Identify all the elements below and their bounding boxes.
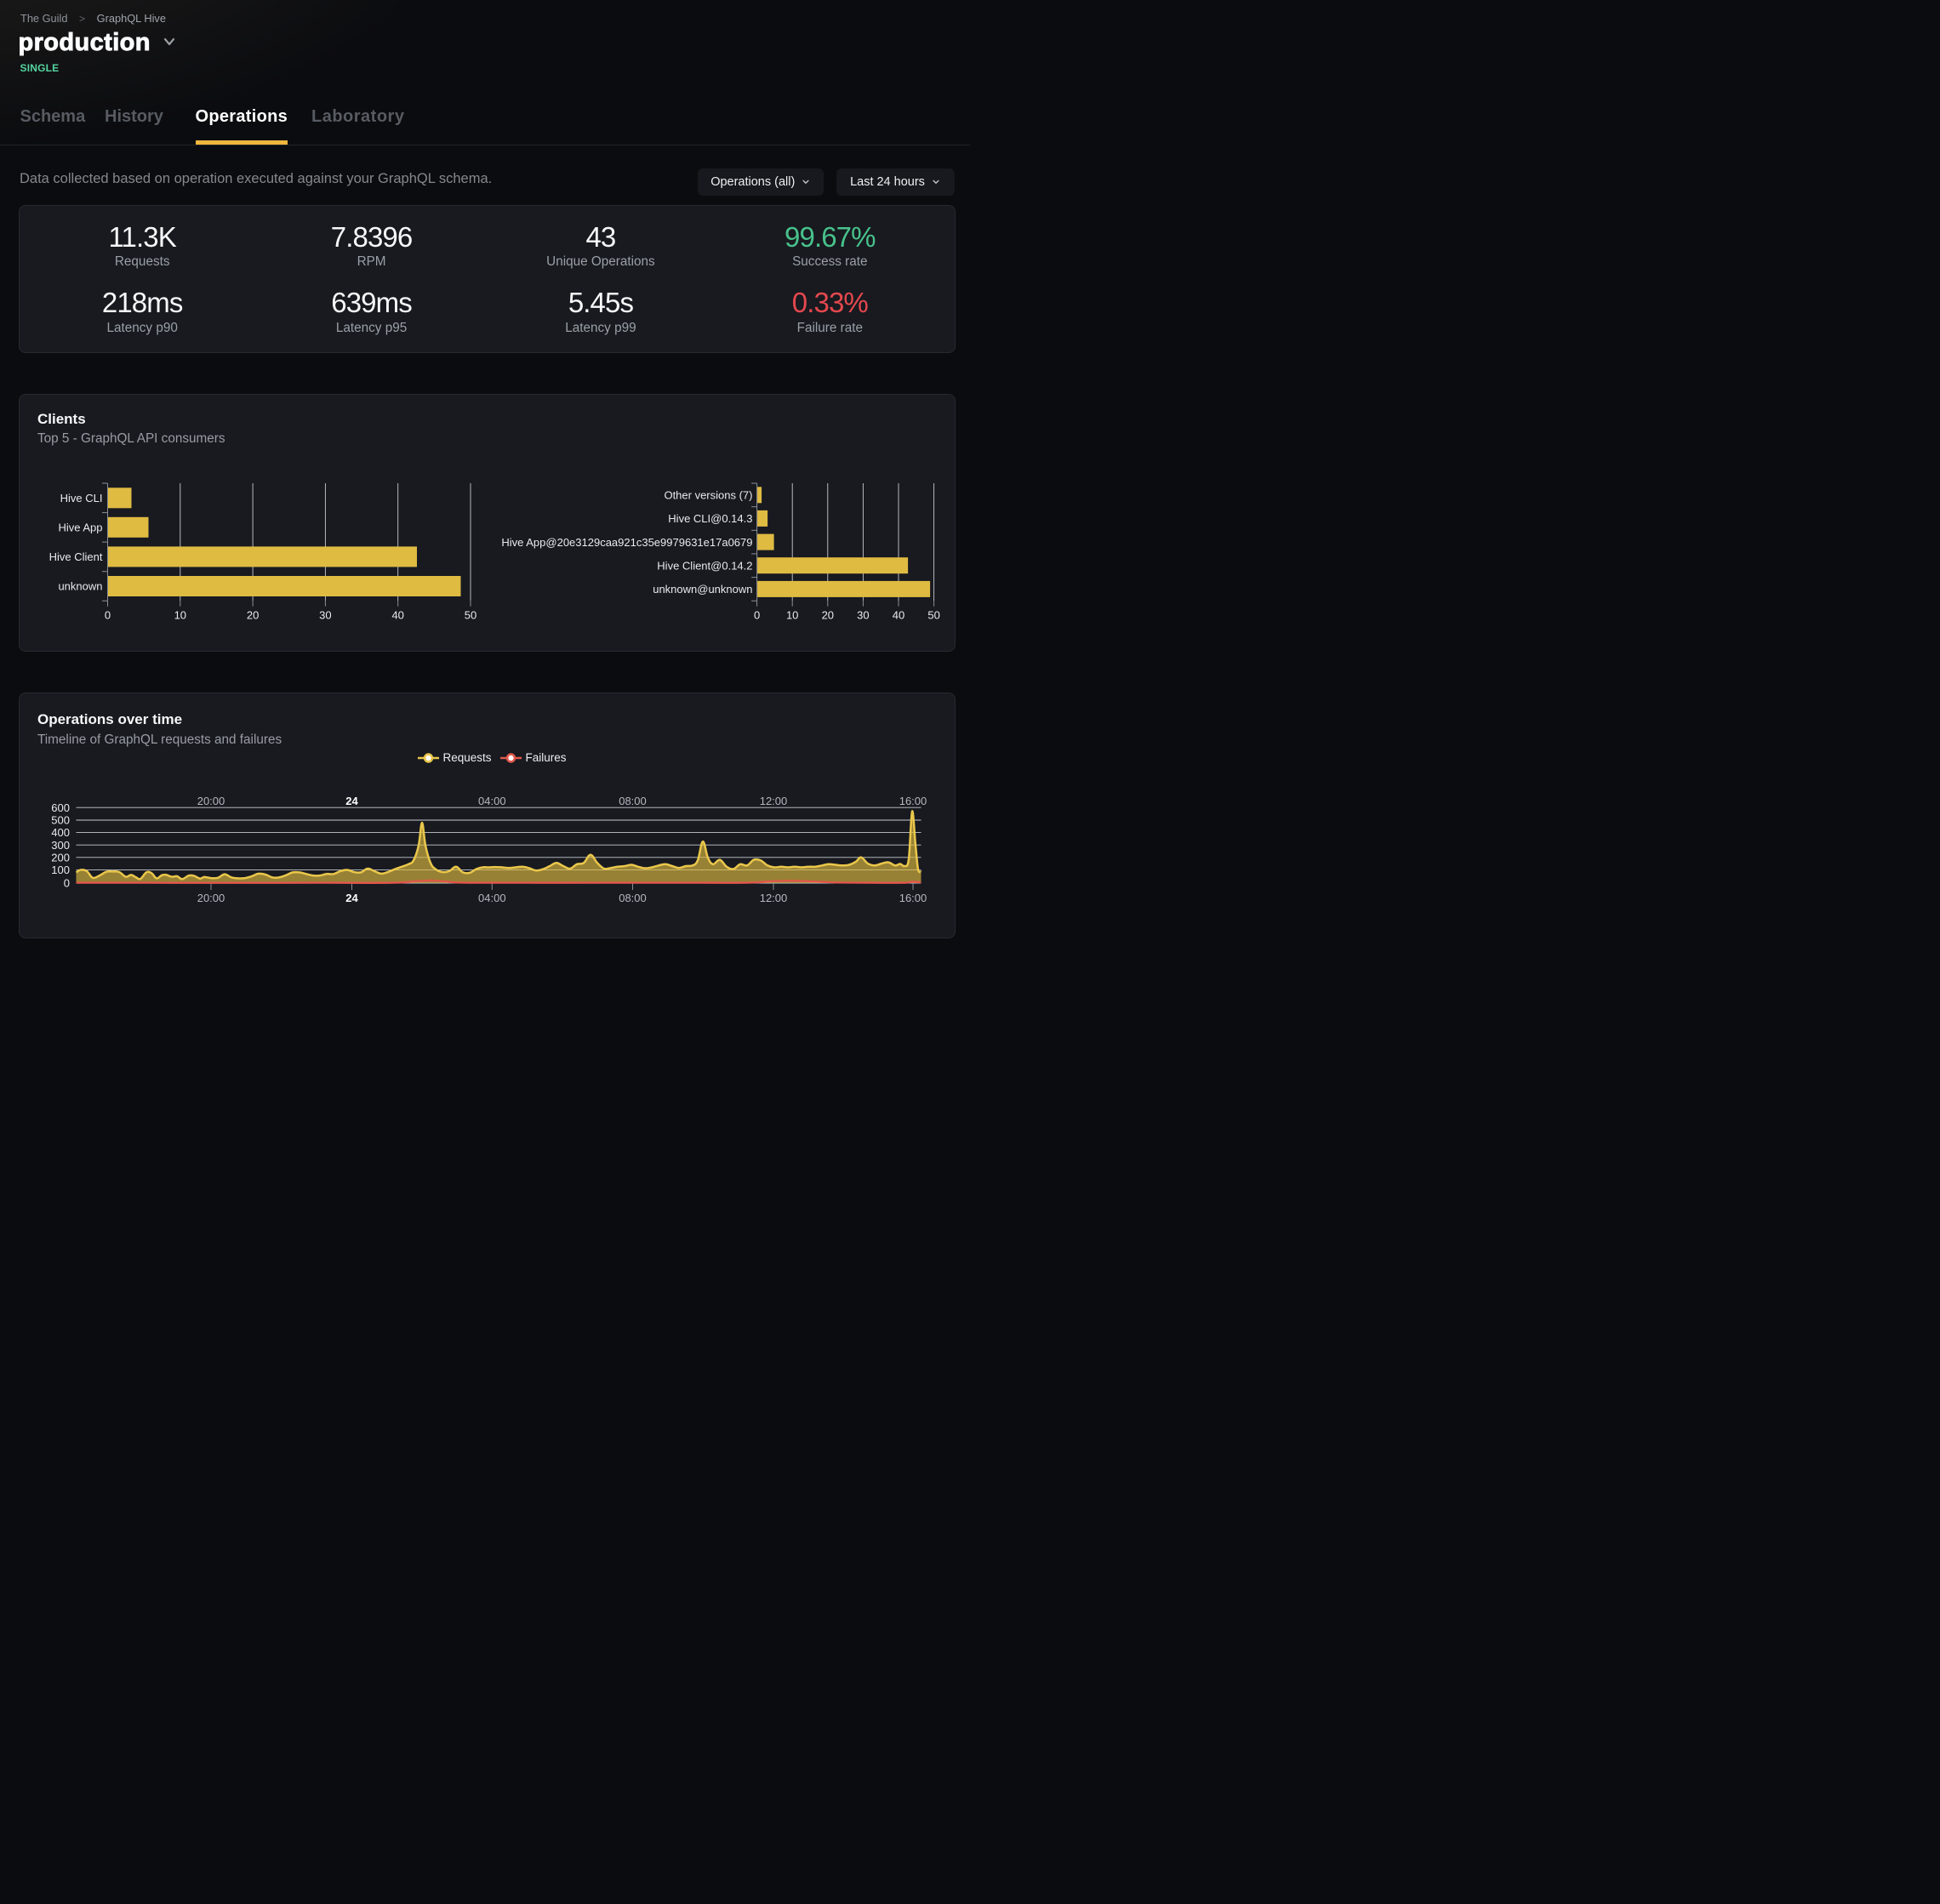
svg-text:200: 200 [51,851,70,864]
svg-text:500: 500 [51,814,70,827]
svg-text:04:00: 04:00 [478,795,506,807]
svg-text:20: 20 [247,608,259,621]
svg-text:16:00: 16:00 [899,795,927,807]
svg-text:Hive Client: Hive Client [49,550,103,563]
svg-text:50: 50 [927,608,939,621]
svg-text:300: 300 [51,839,70,852]
svg-text:Hive App@20e3129caa921c35e9979: Hive App@20e3129caa921c35e9979631e17a067… [501,535,752,548]
svg-text:Hive CLI: Hive CLI [60,492,103,505]
svg-text:Hive Client@0.14.2: Hive Client@0.14.2 [657,559,752,572]
svg-text:30: 30 [319,608,331,621]
svg-text:Other versions (7): Other versions (7) [664,488,752,501]
svg-text:24: 24 [345,892,358,904]
svg-text:16:00: 16:00 [899,892,927,904]
svg-text:08:00: 08:00 [619,892,647,904]
svg-text:0: 0 [64,877,70,890]
svg-text:400: 400 [51,826,70,839]
svg-text:20: 20 [822,608,834,621]
svg-text:Hive CLI@0.14.3: Hive CLI@0.14.3 [668,512,752,525]
svg-text:12:00: 12:00 [760,892,788,904]
svg-text:12:00: 12:00 [760,795,788,807]
svg-text:24: 24 [345,795,358,807]
svg-text:unknown: unknown [58,579,102,592]
svg-text:50: 50 [465,608,476,621]
svg-text:0: 0 [754,608,760,621]
svg-text:600: 600 [51,801,70,814]
svg-text:40: 40 [893,608,904,621]
svg-text:unknown@unknown: unknown@unknown [653,583,752,596]
svg-text:04:00: 04:00 [478,892,506,904]
svg-text:08:00: 08:00 [619,795,647,807]
svg-text:Hive App: Hive App [58,521,102,533]
svg-text:40: 40 [391,608,403,621]
svg-text:10: 10 [174,608,186,621]
svg-text:20:00: 20:00 [197,795,225,807]
svg-text:10: 10 [786,608,798,621]
svg-text:100: 100 [51,864,70,876]
svg-text:0: 0 [105,608,111,621]
svg-text:30: 30 [857,608,869,621]
svg-text:20:00: 20:00 [197,892,225,904]
